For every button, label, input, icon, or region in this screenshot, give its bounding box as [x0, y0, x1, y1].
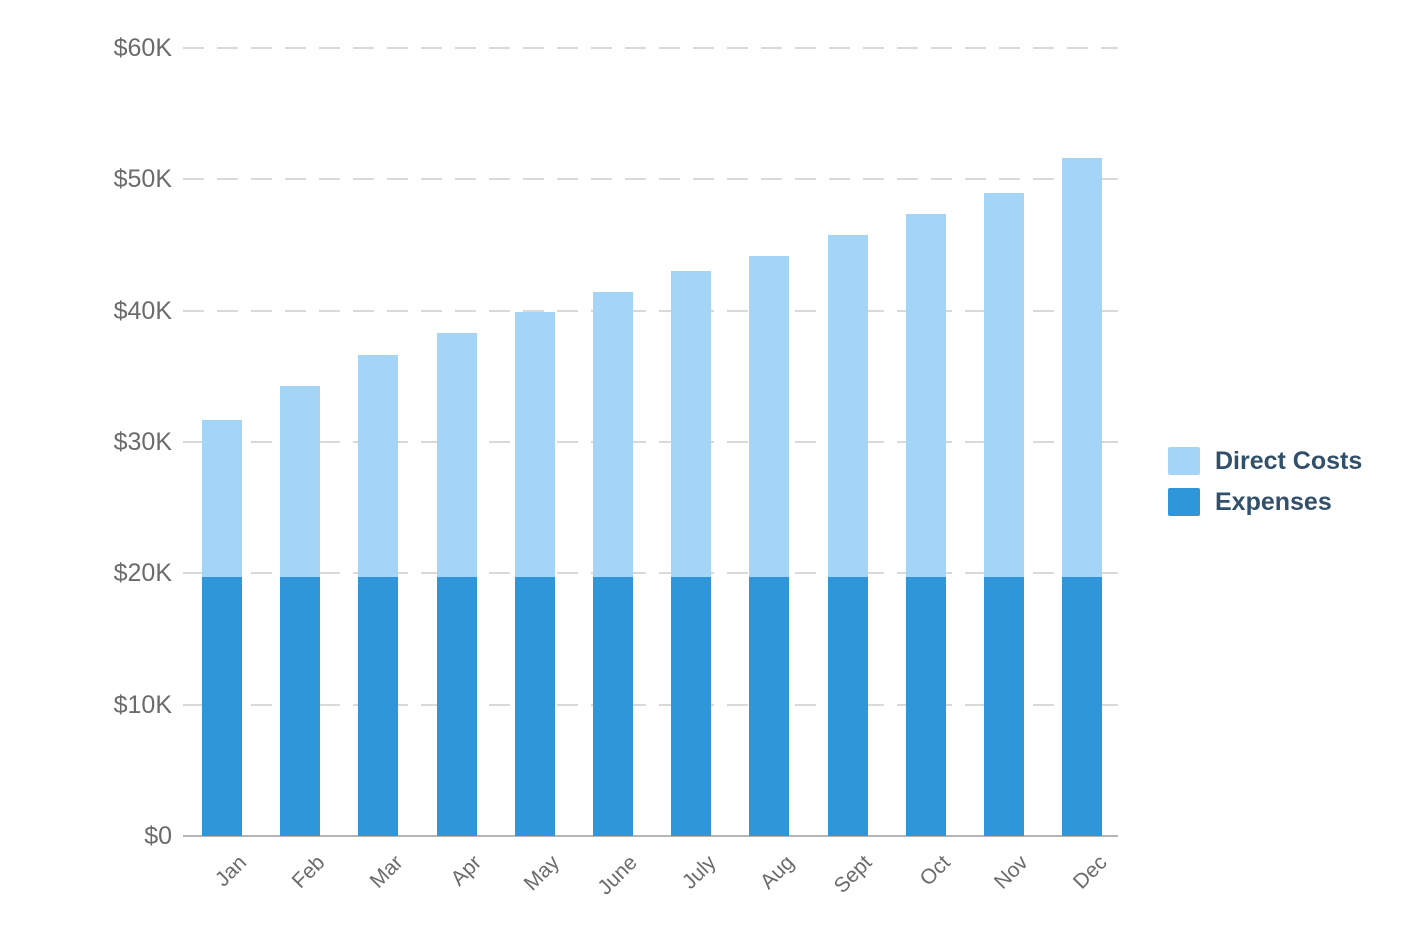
gridline--10k	[183, 703, 1118, 706]
expenses-swatch	[1168, 488, 1200, 516]
bar-mar-expenses[interactable]	[358, 577, 399, 836]
gridline--40k	[183, 309, 1118, 312]
x-tick-aug: Aug	[755, 851, 799, 894]
legend-item-direct-costs[interactable]: Direct Costs	[1168, 446, 1362, 476]
x-tick-oct: Oct	[915, 851, 955, 891]
bar-nov-direct-costs[interactable]	[983, 192, 1024, 578]
x-tick-july: July	[677, 851, 721, 894]
legend-label-direct-costs: Direct Costs	[1215, 447, 1363, 475]
bar-sept-expenses[interactable]	[827, 577, 868, 836]
bar-feb-expenses[interactable]	[280, 577, 321, 836]
y-tick--20k: $20K	[113, 559, 172, 588]
y-tick--30k: $30K	[113, 428, 172, 456]
gridline--60k	[183, 47, 1118, 49]
x-tick-feb: Feb	[287, 851, 330, 893]
bar-jan-expenses[interactable]	[202, 577, 242, 836]
bar-apr-expenses[interactable]	[436, 577, 477, 836]
y-tick--10k: $10K	[113, 690, 172, 719]
bar-dec-direct-costs[interactable]	[1062, 158, 1102, 578]
bar-aug-expenses[interactable]	[749, 577, 790, 836]
bar-may-expenses[interactable]	[514, 577, 555, 836]
legend-label-expenses: Expenses	[1215, 488, 1332, 516]
y-tick--40k: $40K	[113, 296, 172, 325]
bar-oct-direct-costs[interactable]	[905, 213, 946, 578]
x-tick-apr: Apr	[446, 851, 486, 891]
x-tick-sept: Sept	[829, 851, 877, 898]
bar-feb-direct-costs[interactable]	[280, 385, 321, 578]
y-tick--0: $0	[144, 822, 172, 850]
bar-mar-direct-costs[interactable]	[358, 355, 399, 578]
x-tick-jan: Jan	[211, 851, 252, 892]
bar-aug-direct-costs[interactable]	[749, 255, 790, 578]
bar-may-direct-costs[interactable]	[514, 312, 555, 578]
bar-july-expenses[interactable]	[671, 577, 712, 836]
x-tick-nov: Nov	[990, 851, 1034, 894]
bar-oct-expenses[interactable]	[905, 577, 946, 836]
bar-dec-expenses[interactable]	[1062, 577, 1102, 836]
y-tick--60k: $60K	[113, 34, 172, 62]
y-tick--50k: $50K	[113, 165, 172, 194]
x-tick-may: May	[519, 851, 564, 896]
bar-june-direct-costs[interactable]	[592, 292, 633, 578]
x-tick-mar: Mar	[365, 851, 408, 893]
chart-legend: Direct Costs Expenses	[1168, 446, 1362, 528]
x-axis-line	[183, 835, 1118, 837]
bar-apr-direct-costs[interactable]	[436, 333, 477, 578]
bar-nov-expenses[interactable]	[983, 577, 1024, 836]
gridline--20k	[183, 572, 1118, 575]
x-tick-dec: Dec	[1068, 851, 1112, 894]
gridline--30k	[183, 441, 1118, 443]
bar-jan-direct-costs[interactable]	[202, 419, 242, 578]
bar-sept-direct-costs[interactable]	[827, 234, 868, 578]
gridline--50k	[183, 178, 1118, 181]
bar-july-direct-costs[interactable]	[671, 271, 712, 578]
bar-june-expenses[interactable]	[592, 577, 633, 836]
legend-item-expenses[interactable]: Expenses	[1168, 487, 1362, 517]
x-tick-june: June	[593, 851, 643, 900]
direct-costs-swatch	[1168, 447, 1200, 475]
